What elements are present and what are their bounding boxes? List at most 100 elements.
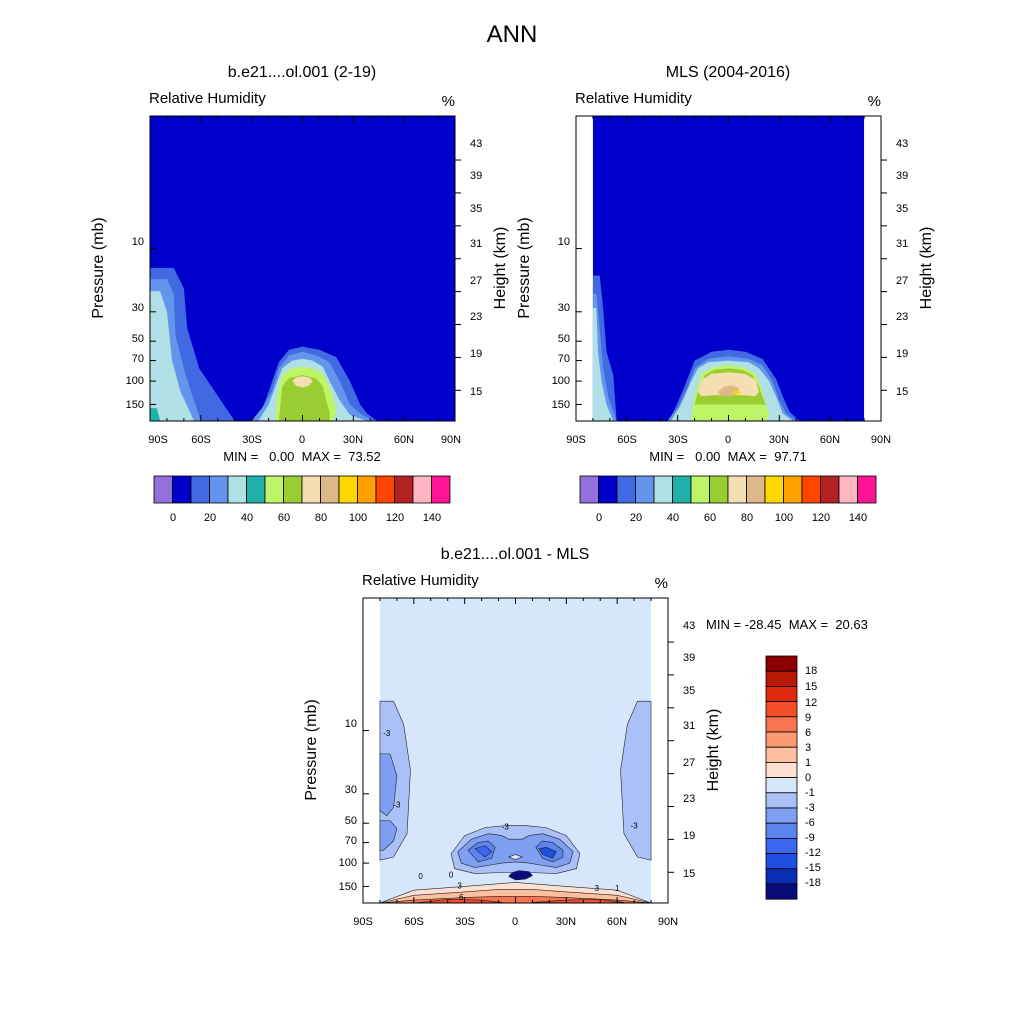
colorbar-box [765,670,798,687]
colorbar [765,655,798,900]
units-label: % [655,575,668,592]
plot-area [380,598,651,903]
x-tick-label: 90N [441,434,461,446]
x-tick-label: 30S [668,434,688,446]
x-tick-label: 60N [394,434,414,446]
x-tick-label: 0 [512,916,518,928]
contour-label: -3 [631,822,639,831]
units-label: % [442,93,455,110]
colorbar-label: 15 [805,681,817,693]
colorbar-box [838,475,858,504]
contour-label: -3 [393,800,401,809]
plot-area [150,116,455,421]
pressure-tick-label: 10 [558,236,570,248]
contour-region [380,754,397,816]
contour-label: 0 [418,872,423,881]
contour-label: 1 [615,884,620,893]
pressure-tick-label: 150 [126,399,144,411]
x-tick-label: 90S [148,434,168,446]
height-tick-label: 39 [683,652,695,664]
x-tick-label: 0 [725,434,731,446]
colorbar-label: 6 [805,727,811,739]
colorbar-box [765,762,798,779]
panel-title: b.e21....ol.001 - MLS [441,546,590,563]
colorbar-box [765,853,798,870]
colorbar-box [246,475,266,504]
colorbar-label: 18 [805,665,817,677]
colorbar-box [765,838,798,855]
pressure-tick-label: 30 [558,302,570,314]
x-tick-label: 30N [769,434,789,446]
contour-region [731,390,743,395]
colorbar-label: -18 [805,877,821,889]
contour-region [475,846,492,857]
colorbar-box [283,475,303,504]
contour-label: 3 [457,882,462,891]
pressure-tick-label: 10 [132,236,144,248]
colorbar-box [765,822,798,839]
plot-layer [150,116,455,421]
height-tick-label: 19 [896,348,908,360]
colorbar-label: 80 [741,512,753,524]
height-tick-label: 43 [683,620,695,632]
axis-ticks [149,116,461,421]
colorbar-label: 20 [630,512,642,524]
x-tick-label: 60N [607,916,627,928]
colorbar-box [635,475,655,504]
colorbar-box [765,731,798,748]
colorbar-box [765,807,798,824]
colorbar-box [765,868,798,885]
colorbar-box [765,701,798,718]
contour-region [509,871,533,880]
height-tick-label: 27 [896,275,908,287]
colorbar-box [357,475,377,504]
height-tick-label: 23 [683,793,695,805]
height-tick-label: 19 [470,348,482,360]
height-tick-label: 15 [470,386,482,398]
colorbar-label: -1 [805,787,815,799]
y-axis-label: Pressure (mb) [516,217,533,318]
height-tick-label: 31 [683,720,695,732]
pressure-tick-label: 30 [345,784,357,796]
contour-region [592,307,865,421]
colorbar-box [765,777,798,794]
contour-label: -3 [383,729,391,738]
colorbar-box [153,475,173,504]
colorbar-box [653,475,673,504]
min-max-label: MIN = -28.45 MAX = 20.63 [706,617,868,632]
contour-region [150,408,161,421]
colorbar-box [765,686,798,703]
colorbar-box [765,883,798,900]
units-label: % [868,93,881,110]
colorbar-label: 20 [204,512,216,524]
x-tick-label: 90S [353,916,373,928]
colorbar-label: 140 [423,512,441,524]
height-tick-label: 35 [470,203,482,215]
contour-region [539,847,556,858]
height-tick-label: 23 [470,311,482,323]
colorbar-box [301,475,321,504]
colorbar-box [765,792,798,809]
colorbar-box [616,475,636,504]
colorbar-box [227,475,247,504]
contour-region [380,821,397,850]
colorbar-box [857,475,877,504]
pressure-tick-label: 150 [552,399,570,411]
contour-region [592,293,865,421]
contour-region [621,701,652,860]
x-tick-label: 90S [566,434,586,446]
contour-label: 0 [449,870,454,879]
x-tick-label: 30N [556,916,576,928]
height-tick-label: 31 [470,238,482,250]
colorbar-box [412,475,432,504]
pressure-tick-label: 10 [345,718,357,730]
colorbar-label: 40 [667,512,679,524]
pressure-tick-label: 50 [132,333,144,345]
contour-region [509,854,523,859]
contour-region [292,376,313,388]
colorbar-box [172,475,192,504]
colorbar-box [394,475,414,504]
axis-ticks [575,116,887,421]
